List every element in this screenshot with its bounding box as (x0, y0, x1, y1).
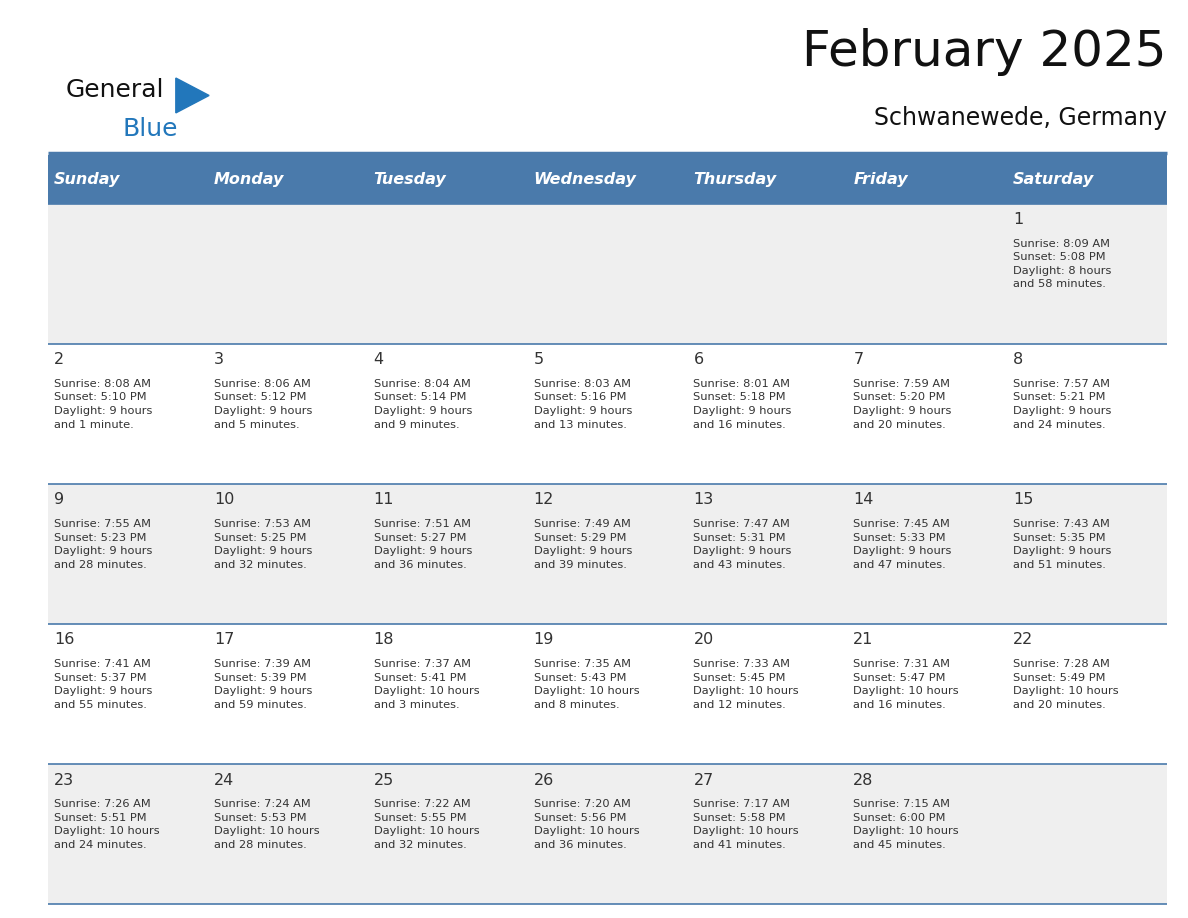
Text: 21: 21 (853, 633, 873, 647)
Text: Sunrise: 8:08 AM
Sunset: 5:10 PM
Daylight: 9 hours
and 1 minute.: Sunrise: 8:08 AM Sunset: 5:10 PM Dayligh… (53, 379, 152, 430)
Text: 19: 19 (533, 633, 554, 647)
Text: 20: 20 (694, 633, 714, 647)
Text: Sunrise: 7:59 AM
Sunset: 5:20 PM
Daylight: 9 hours
and 20 minutes.: Sunrise: 7:59 AM Sunset: 5:20 PM Dayligh… (853, 379, 952, 430)
Text: February 2025: February 2025 (802, 28, 1167, 75)
Text: Thursday: Thursday (694, 172, 777, 187)
Text: Sunrise: 7:31 AM
Sunset: 5:47 PM
Daylight: 10 hours
and 16 minutes.: Sunrise: 7:31 AM Sunset: 5:47 PM Dayligh… (853, 659, 959, 710)
Text: Sunrise: 7:57 AM
Sunset: 5:21 PM
Daylight: 9 hours
and 24 minutes.: Sunrise: 7:57 AM Sunset: 5:21 PM Dayligh… (1013, 379, 1112, 430)
Text: Sunrise: 7:22 AM
Sunset: 5:55 PM
Daylight: 10 hours
and 32 minutes.: Sunrise: 7:22 AM Sunset: 5:55 PM Dayligh… (374, 800, 479, 850)
Text: Sunrise: 7:53 AM
Sunset: 5:25 PM
Daylight: 9 hours
and 32 minutes.: Sunrise: 7:53 AM Sunset: 5:25 PM Dayligh… (214, 519, 312, 570)
Text: 7: 7 (853, 353, 864, 367)
Text: Friday: Friday (853, 172, 908, 187)
Text: 3: 3 (214, 353, 223, 367)
Text: 25: 25 (374, 773, 394, 788)
Text: Sunrise: 7:47 AM
Sunset: 5:31 PM
Daylight: 9 hours
and 43 minutes.: Sunrise: 7:47 AM Sunset: 5:31 PM Dayligh… (694, 519, 791, 570)
Text: Sunday: Sunday (53, 172, 120, 187)
Text: Sunrise: 8:06 AM
Sunset: 5:12 PM
Daylight: 9 hours
and 5 minutes.: Sunrise: 8:06 AM Sunset: 5:12 PM Dayligh… (214, 379, 312, 430)
Text: Blue: Blue (122, 117, 178, 140)
Text: Sunrise: 7:45 AM
Sunset: 5:33 PM
Daylight: 9 hours
and 47 minutes.: Sunrise: 7:45 AM Sunset: 5:33 PM Dayligh… (853, 519, 952, 570)
Text: Sunrise: 7:37 AM
Sunset: 5:41 PM
Daylight: 10 hours
and 3 minutes.: Sunrise: 7:37 AM Sunset: 5:41 PM Dayligh… (374, 659, 479, 710)
Text: Tuesday: Tuesday (374, 172, 447, 187)
Text: 10: 10 (214, 492, 234, 508)
Text: Sunrise: 8:04 AM
Sunset: 5:14 PM
Daylight: 9 hours
and 9 minutes.: Sunrise: 8:04 AM Sunset: 5:14 PM Dayligh… (374, 379, 472, 430)
Text: Sunrise: 7:39 AM
Sunset: 5:39 PM
Daylight: 9 hours
and 59 minutes.: Sunrise: 7:39 AM Sunset: 5:39 PM Dayligh… (214, 659, 312, 710)
Bar (48, 624, 1167, 764)
Text: Sunrise: 7:17 AM
Sunset: 5:58 PM
Daylight: 10 hours
and 41 minutes.: Sunrise: 7:17 AM Sunset: 5:58 PM Dayligh… (694, 800, 800, 850)
Text: Sunrise: 7:28 AM
Sunset: 5:49 PM
Daylight: 10 hours
and 20 minutes.: Sunrise: 7:28 AM Sunset: 5:49 PM Dayligh… (1013, 659, 1119, 710)
Text: 24: 24 (214, 773, 234, 788)
Polygon shape (176, 78, 209, 113)
Text: 14: 14 (853, 492, 873, 508)
Text: 6: 6 (694, 353, 703, 367)
Text: Sunrise: 7:20 AM
Sunset: 5:56 PM
Daylight: 10 hours
and 36 minutes.: Sunrise: 7:20 AM Sunset: 5:56 PM Dayligh… (533, 800, 639, 850)
Text: Sunrise: 7:15 AM
Sunset: 6:00 PM
Daylight: 10 hours
and 45 minutes.: Sunrise: 7:15 AM Sunset: 6:00 PM Dayligh… (853, 800, 959, 850)
Text: Schwanewede, Germany: Schwanewede, Germany (873, 106, 1167, 129)
Text: Monday: Monday (214, 172, 284, 187)
Text: Sunrise: 7:26 AM
Sunset: 5:51 PM
Daylight: 10 hours
and 24 minutes.: Sunrise: 7:26 AM Sunset: 5:51 PM Dayligh… (53, 800, 159, 850)
Text: 16: 16 (53, 633, 75, 647)
Text: 28: 28 (853, 773, 873, 788)
Text: 27: 27 (694, 773, 714, 788)
Text: General: General (65, 78, 164, 102)
Text: 5: 5 (533, 353, 544, 367)
Text: Sunrise: 7:51 AM
Sunset: 5:27 PM
Daylight: 9 hours
and 36 minutes.: Sunrise: 7:51 AM Sunset: 5:27 PM Dayligh… (374, 519, 472, 570)
Text: 1: 1 (1013, 212, 1023, 227)
Text: 12: 12 (533, 492, 554, 508)
Text: 23: 23 (53, 773, 74, 788)
Text: Sunrise: 7:43 AM
Sunset: 5:35 PM
Daylight: 9 hours
and 51 minutes.: Sunrise: 7:43 AM Sunset: 5:35 PM Dayligh… (1013, 519, 1112, 570)
Text: 11: 11 (374, 492, 394, 508)
Text: Saturday: Saturday (1013, 172, 1094, 187)
Text: 26: 26 (533, 773, 554, 788)
Text: 18: 18 (374, 633, 394, 647)
Text: Sunrise: 7:55 AM
Sunset: 5:23 PM
Daylight: 9 hours
and 28 minutes.: Sunrise: 7:55 AM Sunset: 5:23 PM Dayligh… (53, 519, 152, 570)
Text: Sunrise: 7:41 AM
Sunset: 5:37 PM
Daylight: 9 hours
and 55 minutes.: Sunrise: 7:41 AM Sunset: 5:37 PM Dayligh… (53, 659, 152, 710)
Bar (48, 484, 1167, 624)
Text: 17: 17 (214, 633, 234, 647)
Text: Sunrise: 8:03 AM
Sunset: 5:16 PM
Daylight: 9 hours
and 13 minutes.: Sunrise: 8:03 AM Sunset: 5:16 PM Dayligh… (533, 379, 632, 430)
Bar (48, 343, 1167, 484)
Text: Wednesday: Wednesday (533, 172, 637, 187)
Text: Sunrise: 8:09 AM
Sunset: 5:08 PM
Daylight: 8 hours
and 58 minutes.: Sunrise: 8:09 AM Sunset: 5:08 PM Dayligh… (1013, 239, 1112, 289)
Text: 13: 13 (694, 492, 714, 508)
Text: 15: 15 (1013, 492, 1034, 508)
Text: Sunrise: 7:49 AM
Sunset: 5:29 PM
Daylight: 9 hours
and 39 minutes.: Sunrise: 7:49 AM Sunset: 5:29 PM Dayligh… (533, 519, 632, 570)
Bar (48, 204, 1167, 343)
Text: 2: 2 (53, 353, 64, 367)
Bar (48, 155, 1167, 204)
Text: Sunrise: 7:24 AM
Sunset: 5:53 PM
Daylight: 10 hours
and 28 minutes.: Sunrise: 7:24 AM Sunset: 5:53 PM Dayligh… (214, 800, 320, 850)
Text: Sunrise: 7:33 AM
Sunset: 5:45 PM
Daylight: 10 hours
and 12 minutes.: Sunrise: 7:33 AM Sunset: 5:45 PM Dayligh… (694, 659, 800, 710)
Text: Sunrise: 8:01 AM
Sunset: 5:18 PM
Daylight: 9 hours
and 16 minutes.: Sunrise: 8:01 AM Sunset: 5:18 PM Dayligh… (694, 379, 791, 430)
Bar (48, 764, 1167, 904)
Text: 4: 4 (374, 353, 384, 367)
Text: 8: 8 (1013, 353, 1023, 367)
Text: Sunrise: 7:35 AM
Sunset: 5:43 PM
Daylight: 10 hours
and 8 minutes.: Sunrise: 7:35 AM Sunset: 5:43 PM Dayligh… (533, 659, 639, 710)
Text: 9: 9 (53, 492, 64, 508)
Text: 22: 22 (1013, 633, 1034, 647)
